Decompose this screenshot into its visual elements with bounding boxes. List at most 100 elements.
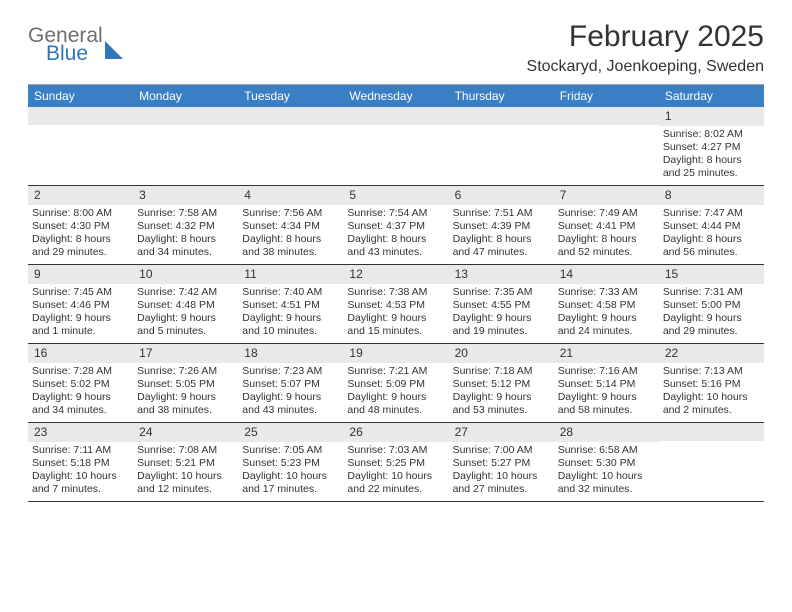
week-row: 16Sunrise: 7:28 AMSunset: 5:02 PMDayligh… bbox=[28, 344, 764, 423]
sunset-text: Sunset: 5:30 PM bbox=[558, 457, 655, 470]
day-cell: 16Sunrise: 7:28 AMSunset: 5:02 PMDayligh… bbox=[28, 344, 133, 422]
day-cell: 2Sunrise: 8:00 AMSunset: 4:30 PMDaylight… bbox=[28, 186, 133, 264]
sunset-text: Sunset: 4:27 PM bbox=[663, 141, 760, 154]
sunrise-text: Sunrise: 7:58 AM bbox=[137, 207, 234, 220]
day-body: Sunrise: 7:21 AMSunset: 5:09 PMDaylight:… bbox=[343, 365, 448, 422]
day-body: Sunrise: 8:00 AMSunset: 4:30 PMDaylight:… bbox=[28, 207, 133, 264]
day-number: 14 bbox=[554, 265, 659, 284]
day-cell: 20Sunrise: 7:18 AMSunset: 5:12 PMDayligh… bbox=[449, 344, 554, 422]
week-row: 9Sunrise: 7:45 AMSunset: 4:46 PMDaylight… bbox=[28, 265, 764, 344]
sunrise-text: Sunrise: 7:21 AM bbox=[347, 365, 444, 378]
sunset-text: Sunset: 4:41 PM bbox=[558, 220, 655, 233]
day-body: Sunrise: 7:33 AMSunset: 4:58 PMDaylight:… bbox=[554, 286, 659, 343]
logo-triangle-icon bbox=[105, 41, 123, 59]
location-label: Stockaryd, Joenkoeping, Sweden bbox=[527, 58, 764, 76]
day-cell bbox=[343, 107, 448, 185]
sunrise-text: Sunrise: 7:16 AM bbox=[558, 365, 655, 378]
day-body: Sunrise: 7:40 AMSunset: 4:51 PMDaylight:… bbox=[238, 286, 343, 343]
day-body: Sunrise: 7:49 AMSunset: 4:41 PMDaylight:… bbox=[554, 207, 659, 264]
day-cell: 15Sunrise: 7:31 AMSunset: 5:00 PMDayligh… bbox=[659, 265, 764, 343]
week-row: 2Sunrise: 8:00 AMSunset: 4:30 PMDaylight… bbox=[28, 186, 764, 265]
day-number: 10 bbox=[133, 265, 238, 284]
day-body: Sunrise: 7:28 AMSunset: 5:02 PMDaylight:… bbox=[28, 365, 133, 422]
day-body: Sunrise: 7:26 AMSunset: 5:05 PMDaylight:… bbox=[133, 365, 238, 422]
day-number: 18 bbox=[238, 344, 343, 363]
weekday-header: Saturday bbox=[659, 85, 764, 107]
day-number: 28 bbox=[554, 423, 659, 442]
day-cell: 24Sunrise: 7:08 AMSunset: 5:21 PMDayligh… bbox=[133, 423, 238, 501]
daylight-text: Daylight: 10 hours and 2 minutes. bbox=[663, 391, 760, 417]
title-block: February 2025 Stockaryd, Joenkoeping, Sw… bbox=[527, 20, 764, 76]
sunrise-text: Sunrise: 7:13 AM bbox=[663, 365, 760, 378]
sunset-text: Sunset: 5:12 PM bbox=[453, 378, 550, 391]
day-number: 8 bbox=[659, 186, 764, 205]
sunrise-text: Sunrise: 7:23 AM bbox=[242, 365, 339, 378]
empty-day-header bbox=[449, 107, 554, 125]
sunset-text: Sunset: 4:48 PM bbox=[137, 299, 234, 312]
day-body: Sunrise: 7:18 AMSunset: 5:12 PMDaylight:… bbox=[449, 365, 554, 422]
day-cell: 26Sunrise: 7:03 AMSunset: 5:25 PMDayligh… bbox=[343, 423, 448, 501]
sunset-text: Sunset: 5:16 PM bbox=[663, 378, 760, 391]
day-cell: 18Sunrise: 7:23 AMSunset: 5:07 PMDayligh… bbox=[238, 344, 343, 422]
sunrise-text: Sunrise: 7:03 AM bbox=[347, 444, 444, 457]
weekday-header: Tuesday bbox=[238, 85, 343, 107]
day-number: 11 bbox=[238, 265, 343, 284]
daylight-text: Daylight: 9 hours and 15 minutes. bbox=[347, 312, 444, 338]
sunset-text: Sunset: 4:30 PM bbox=[32, 220, 129, 233]
sunrise-text: Sunrise: 7:33 AM bbox=[558, 286, 655, 299]
day-number: 22 bbox=[659, 344, 764, 363]
day-cell bbox=[238, 107, 343, 185]
day-cell: 22 Sunrise: 7:13 AMSunset: 5:16 PMDayligh… bbox=[659, 344, 764, 422]
weekday-header-row: Sunday Monday Tuesday Wednesday Thursday… bbox=[28, 85, 764, 107]
sunset-text: Sunset: 4:39 PM bbox=[453, 220, 550, 233]
day-number: 24 bbox=[133, 423, 238, 442]
sunrise-text: Sunrise: 7:38 AM bbox=[347, 286, 444, 299]
day-cell: 11 Sunrise: 7:40 AMSunset: 4:51 PMDayligh… bbox=[238, 265, 343, 343]
sunrise-text: Sunrise: 7:31 AM bbox=[663, 286, 760, 299]
day-body: Sunrise: 7:38 AMSunset: 4:53 PMDaylight:… bbox=[343, 286, 448, 343]
sunrise-text: Sunrise: 7:47 AM bbox=[663, 207, 760, 220]
daylight-text: Daylight: 8 hours and 38 minutes. bbox=[242, 233, 339, 259]
day-cell: 7Sunrise: 7:49 AMSunset: 4:41 PMDaylight… bbox=[554, 186, 659, 264]
sunrise-text: Sunrise: 7:54 AM bbox=[347, 207, 444, 220]
week-row: 1Sunrise: 8:02 AMSunset: 4:27 PMDaylight… bbox=[28, 107, 764, 186]
calendar: Sunday Monday Tuesday Wednesday Thursday… bbox=[28, 84, 764, 502]
day-cell: 6Sunrise: 7:51 AMSunset: 4:39 PMDaylight… bbox=[449, 186, 554, 264]
day-number: 25 bbox=[238, 423, 343, 442]
sunset-text: Sunset: 4:53 PM bbox=[347, 299, 444, 312]
day-cell: 9Sunrise: 7:45 AMSunset: 4:46 PMDaylight… bbox=[28, 265, 133, 343]
sunset-text: Sunset: 5:23 PM bbox=[242, 457, 339, 470]
day-cell: 17Sunrise: 7:26 AMSunset: 5:05 PMDayligh… bbox=[133, 344, 238, 422]
day-cell: 28Sunrise: 6:58 AMSunset: 5:30 PMDayligh… bbox=[554, 423, 659, 501]
day-number: 19 bbox=[343, 344, 448, 363]
sunrise-text: Sunrise: 7:05 AM bbox=[242, 444, 339, 457]
sunrise-text: Sunrise: 7:35 AM bbox=[453, 286, 550, 299]
day-cell: 13Sunrise: 7:35 AMSunset: 4:55 PMDayligh… bbox=[449, 265, 554, 343]
weekday-header: Wednesday bbox=[343, 85, 448, 107]
sunrise-text: Sunrise: 7:08 AM bbox=[137, 444, 234, 457]
sunset-text: Sunset: 4:55 PM bbox=[453, 299, 550, 312]
daylight-text: Daylight: 10 hours and 17 minutes. bbox=[242, 470, 339, 496]
sunset-text: Sunset: 5:21 PM bbox=[137, 457, 234, 470]
day-number: 12 bbox=[343, 265, 448, 284]
empty-day-header bbox=[659, 423, 764, 441]
sunset-text: Sunset: 4:51 PM bbox=[242, 299, 339, 312]
sunrise-text: Sunrise: 7:56 AM bbox=[242, 207, 339, 220]
sunrise-text: Sunrise: 7:26 AM bbox=[137, 365, 234, 378]
day-body: Sunrise: 7:35 AMSunset: 4:55 PMDaylight:… bbox=[449, 286, 554, 343]
sunset-text: Sunset: 4:44 PM bbox=[663, 220, 760, 233]
day-cell: 10 Sunrise: 7:42 AMSunset: 4:48 PMDayligh… bbox=[133, 265, 238, 343]
day-body: Sunrise: 7:42 AMSunset: 4:48 PMDaylight:… bbox=[133, 286, 238, 343]
day-cell: 12 Sunrise: 7:38 AMSunset: 4:53 PMDayligh… bbox=[343, 265, 448, 343]
sunset-text: Sunset: 4:32 PM bbox=[137, 220, 234, 233]
day-number: 3 bbox=[133, 186, 238, 205]
logo-line2: Blue bbox=[46, 44, 103, 64]
daylight-text: Daylight: 9 hours and 10 minutes. bbox=[242, 312, 339, 338]
sunset-text: Sunset: 5:25 PM bbox=[347, 457, 444, 470]
day-number: 26 bbox=[343, 423, 448, 442]
day-cell: 4Sunrise: 7:56 AMSunset: 4:34 PMDaylight… bbox=[238, 186, 343, 264]
day-cell bbox=[449, 107, 554, 185]
daylight-text: Daylight: 9 hours and 34 minutes. bbox=[32, 391, 129, 417]
sunset-text: Sunset: 5:18 PM bbox=[32, 457, 129, 470]
day-body: Sunrise: 7:54 AMSunset: 4:37 PMDaylight:… bbox=[343, 207, 448, 264]
